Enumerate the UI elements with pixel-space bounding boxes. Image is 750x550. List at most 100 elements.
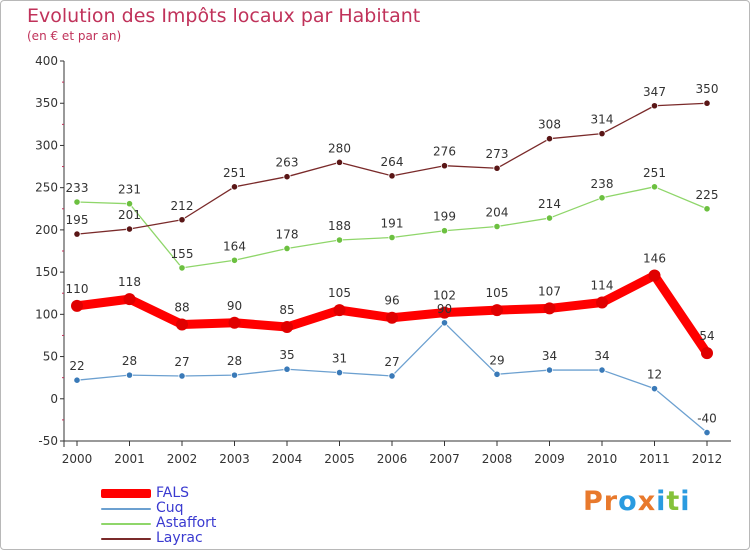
data-point-fals [176, 318, 188, 331]
legend-swatch [101, 508, 151, 510]
data-point-astaffort [703, 205, 711, 213]
data-point-cuq [440, 319, 449, 327]
y-tick-label: -50 [38, 434, 58, 448]
data-point-layrac [230, 183, 239, 191]
data-point-fals [71, 299, 83, 312]
x-tick-label: 2011 [639, 452, 670, 466]
y-tick-label: 0 [50, 392, 58, 406]
data-label-fals: 85 [279, 303, 294, 317]
data-label-cuq: 34 [594, 349, 609, 363]
x-tick-label: 2000 [62, 452, 93, 466]
data-label-layrac: 201 [118, 208, 141, 222]
y-tick-label: 400 [35, 54, 58, 68]
data-label-layrac: 350 [696, 82, 719, 96]
data-label-fals: 96 [384, 294, 399, 308]
data-label-layrac: 314 [591, 113, 614, 127]
x-tick-label: 2009 [534, 452, 565, 466]
y-tick-label: 250 [35, 181, 58, 195]
data-point-fals [333, 304, 346, 317]
data-point-layrac [125, 225, 134, 233]
data-label-cuq: 12 [647, 368, 662, 382]
data-point-layrac [335, 158, 344, 166]
data-point-astaffort [283, 244, 291, 253]
data-label-cuq: 27 [174, 355, 189, 369]
data-point-layrac [493, 164, 501, 172]
data-label-astaffort: 191 [381, 216, 404, 230]
data-label-fals: 105 [328, 286, 351, 300]
data-point-fals [491, 304, 503, 317]
data-point-fals [543, 302, 556, 315]
data-point-astaffort [125, 200, 134, 208]
data-point-cuq [650, 385, 659, 393]
data-point-fals [386, 311, 398, 324]
data-point-cuq [598, 366, 606, 374]
data-point-astaffort [335, 236, 344, 244]
data-label-cuq: 28 [122, 354, 137, 368]
x-tick-label: 2004 [272, 452, 303, 466]
data-label-fals: 146 [643, 251, 666, 265]
data-point-fals [701, 347, 713, 360]
data-label-fals: 107 [538, 284, 561, 298]
x-tick-label: 2006 [377, 452, 408, 466]
data-label-cuq: 29 [489, 353, 504, 367]
data-point-cuq [703, 428, 711, 437]
data-label-layrac: 308 [538, 118, 561, 132]
data-point-cuq [335, 368, 344, 377]
data-label-astaffort: 155 [171, 247, 194, 261]
data-label-cuq: 35 [279, 348, 294, 362]
data-label-cuq: 34 [542, 349, 557, 363]
data-point-cuq [388, 372, 396, 380]
data-point-layrac [703, 99, 711, 107]
data-point-layrac [545, 135, 554, 143]
x-tick-label: 2001 [114, 452, 145, 466]
x-tick-label: 2007 [429, 452, 460, 466]
data-label-astaffort: 231 [118, 183, 141, 197]
data-label-layrac: 264 [381, 155, 404, 169]
data-label-layrac: 195 [66, 213, 89, 227]
data-label-fals: 118 [118, 275, 141, 289]
data-label-layrac: 263 [276, 156, 299, 170]
data-point-layrac [388, 172, 396, 180]
data-point-cuq [493, 370, 501, 378]
x-tick-label: 2003 [219, 452, 250, 466]
data-label-cuq: 27 [384, 355, 399, 369]
proxiti-logo: Proxiti [583, 486, 691, 517]
legend-swatch [101, 538, 151, 540]
y-tick-label: 100 [35, 307, 58, 321]
legend-swatch [101, 489, 151, 498]
data-point-astaffort [545, 214, 554, 222]
data-point-cuq [545, 366, 554, 374]
data-label-fals: 54 [699, 329, 714, 343]
y-tick-label: 300 [35, 138, 58, 152]
data-point-layrac [178, 216, 186, 224]
x-tick-label: 2008 [482, 452, 513, 466]
data-label-astaffort: 214 [538, 197, 561, 211]
data-point-cuq [230, 371, 239, 379]
y-tick-label: 50 [43, 350, 58, 364]
data-point-layrac [73, 230, 81, 238]
data-label-astaffort: 251 [643, 166, 666, 180]
data-point-astaffort [493, 222, 501, 231]
legend-swatch [101, 523, 151, 525]
data-point-layrac [650, 102, 659, 110]
data-point-astaffort [650, 183, 659, 191]
y-tick-label: 350 [35, 96, 58, 110]
data-point-layrac [440, 162, 449, 170]
data-label-astaffort: 204 [486, 206, 509, 220]
legend-label: Layrac [156, 530, 203, 546]
data-point-astaffort [388, 233, 396, 242]
data-label-cuq: 90 [437, 302, 452, 316]
data-point-fals [281, 321, 293, 333]
data-point-fals [228, 316, 241, 329]
data-point-cuq [283, 365, 291, 373]
data-point-astaffort [598, 194, 606, 202]
data-label-fals: 90 [227, 299, 242, 313]
legend-label: Cuq [156, 500, 184, 516]
data-point-cuq [125, 371, 134, 379]
data-point-fals [123, 293, 136, 306]
chart-title: Evolution des Impôts locaux par Habitant [27, 5, 421, 27]
data-label-astaffort: 164 [223, 239, 246, 253]
data-label-layrac: 251 [223, 166, 246, 180]
